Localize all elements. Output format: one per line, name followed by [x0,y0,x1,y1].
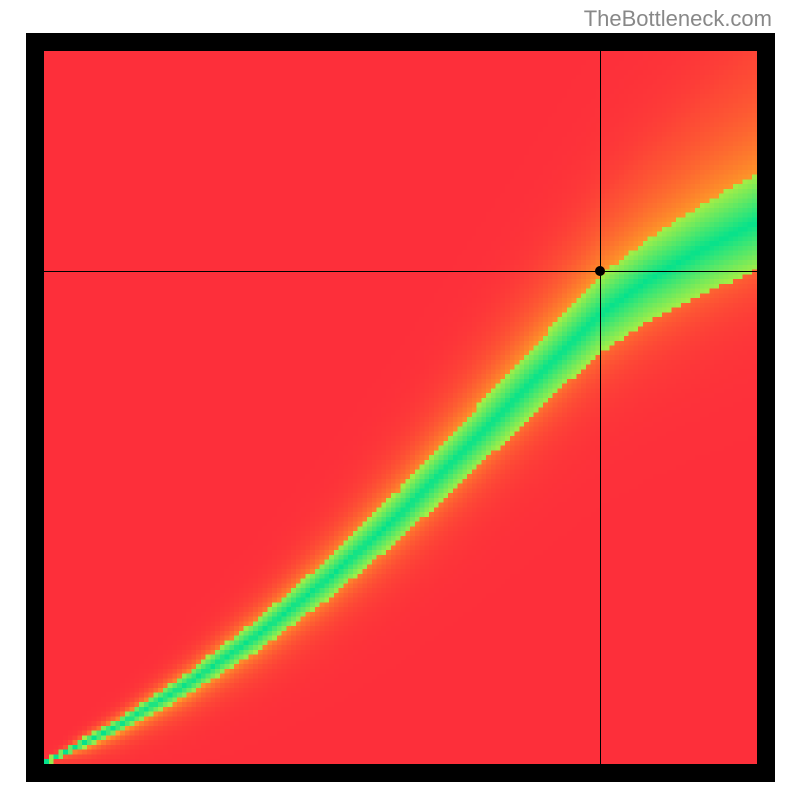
crosshair-vertical [600,51,601,764]
watermark-text: TheBottleneck.com [584,6,772,32]
crosshair-horizontal [44,271,757,272]
chart-container: TheBottleneck.com [0,0,800,800]
heatmap-area [44,51,757,764]
heatmap-canvas [44,51,757,764]
intersection-marker [595,266,605,276]
